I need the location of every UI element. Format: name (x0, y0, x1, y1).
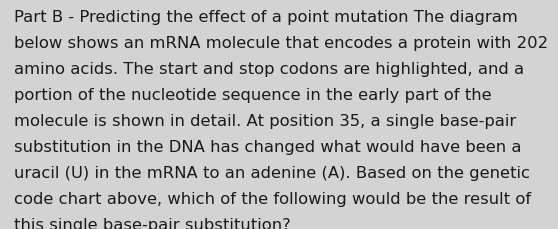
Text: molecule is shown in detail. At position 35, a single base-pair: molecule is shown in detail. At position… (14, 114, 516, 129)
Text: substitution in the DNA has changed what would have been a: substitution in the DNA has changed what… (14, 140, 521, 155)
Text: uracil (U) in the mRNA to an adenine (A). Based on the genetic: uracil (U) in the mRNA to an adenine (A)… (14, 166, 530, 180)
Text: Part B - Predicting the effect of a point mutation The diagram: Part B - Predicting the effect of a poin… (14, 10, 518, 25)
Text: amino acids. The start and stop codons are highlighted, and a: amino acids. The start and stop codons a… (14, 62, 524, 77)
Text: code chart above, which of the following would be the result of: code chart above, which of the following… (14, 191, 531, 206)
Text: below shows an mRNA molecule that encodes a protein with 202: below shows an mRNA molecule that encode… (14, 36, 548, 51)
Text: portion of the nucleotide sequence in the early part of the: portion of the nucleotide sequence in th… (14, 88, 492, 103)
Text: this single base-pair substitution?: this single base-pair substitution? (14, 217, 291, 229)
